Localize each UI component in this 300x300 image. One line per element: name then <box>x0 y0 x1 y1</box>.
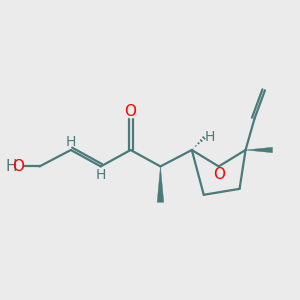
Text: H: H <box>5 159 17 174</box>
Polygon shape <box>157 167 164 202</box>
Text: H: H <box>205 130 215 144</box>
Text: H: H <box>66 135 76 148</box>
Polygon shape <box>246 147 272 153</box>
Text: O: O <box>124 104 136 119</box>
Text: O: O <box>213 167 225 182</box>
Text: H: H <box>95 168 106 182</box>
Text: O: O <box>13 159 25 174</box>
